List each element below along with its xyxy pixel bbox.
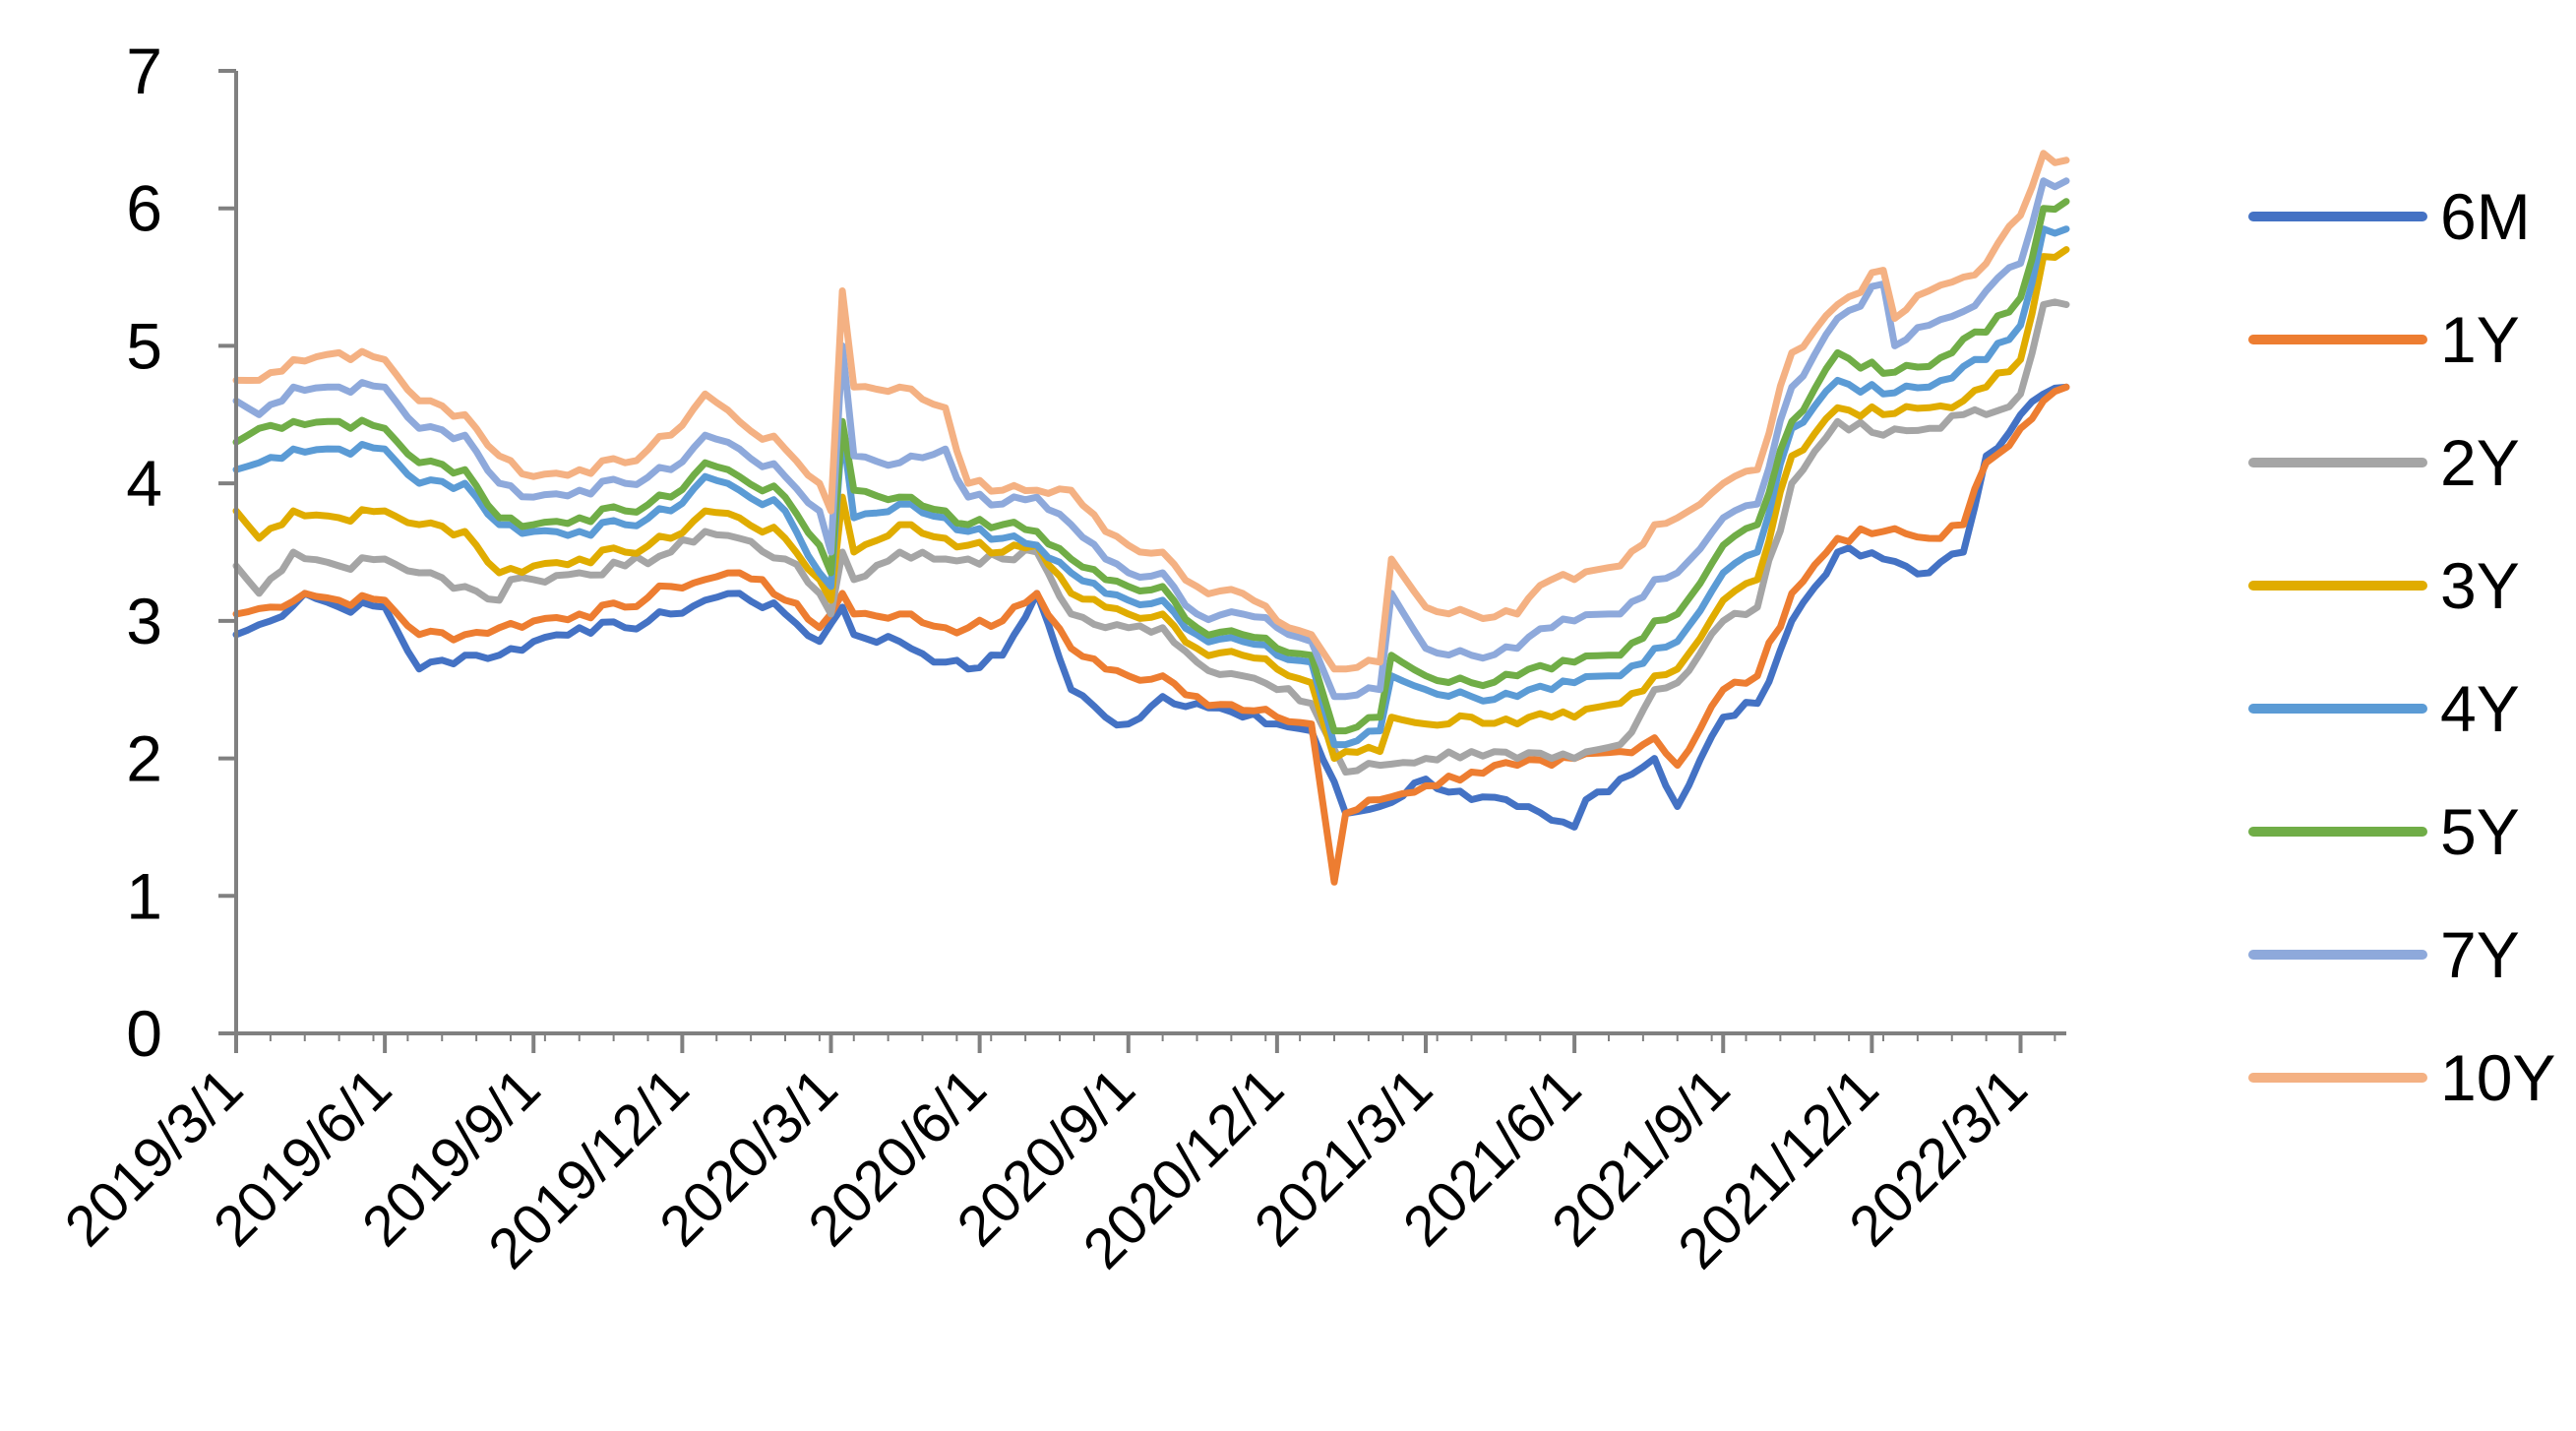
legend-label-7y: 7Y [2440,918,2520,991]
y-axis: 0 1 2 3 4 5 6 7 [126,34,238,1070]
series-line-5y [232,198,2070,735]
legend-label-4y: 4Y [2440,672,2520,745]
series-line-2y [232,298,2070,776]
legend-label-2y: 2Y [2440,426,2520,499]
series-line-1y [232,383,2070,886]
series-line-3y [232,246,2070,763]
y-tick-label: 6 [126,172,162,245]
y-tick-label: 0 [126,997,162,1070]
y-tick-label: 2 [126,722,162,795]
legend-label-5y: 5Y [2440,795,2520,868]
series-line-4y [232,225,2070,749]
y-tick-label: 3 [126,585,162,657]
legend-label-10y: 10Y [2440,1041,2555,1114]
series-line-7y [232,177,2070,701]
series-line-6m [232,383,2070,831]
y-tick-label: 4 [126,447,162,520]
y-tick-label: 7 [126,34,162,107]
series-line-10y [232,150,2070,673]
legend-label-6m: 6M [2440,180,2531,253]
y-tick-label: 5 [126,309,162,382]
legend-label-3y: 3Y [2440,549,2520,622]
x-axis: 2019/3/12019/6/12019/9/12019/12/12020/3/… [53,1031,2066,1281]
legend-label-1y: 1Y [2440,303,2520,376]
y-tick-label: 1 [126,859,162,932]
legend: 6M 1Y 2Y 3Y 4Y 5Y 7Y 10Y [2248,180,2555,1114]
plot-area [232,150,2070,886]
